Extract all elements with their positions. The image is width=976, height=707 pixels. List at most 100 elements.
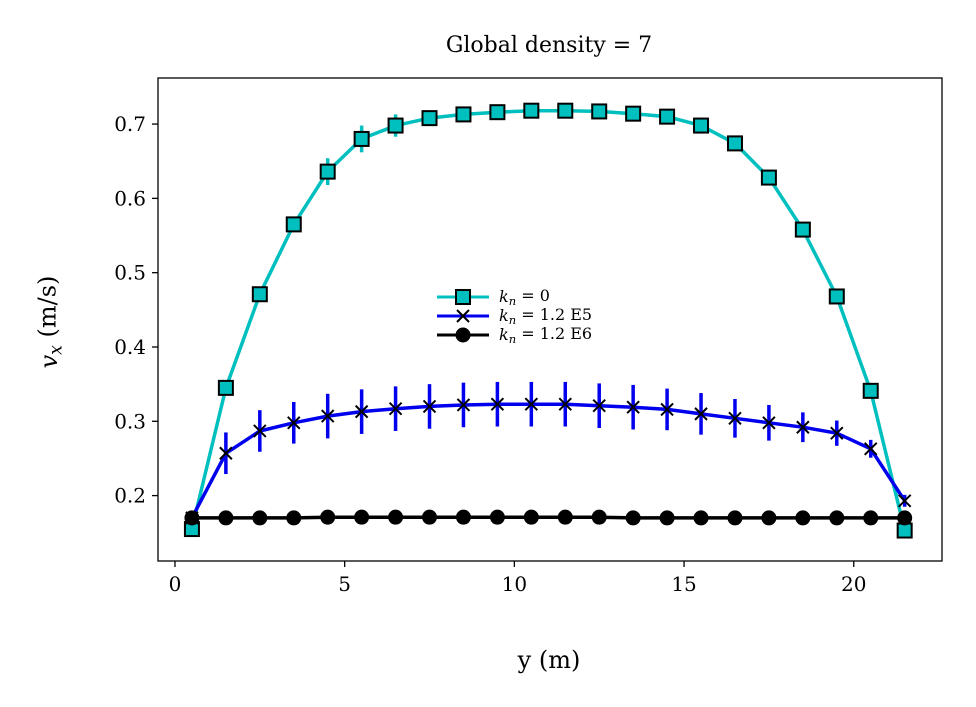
data-point (218, 510, 234, 526)
data-point (726, 135, 743, 152)
x-tick-label: 15 (671, 572, 696, 596)
data-point (625, 510, 641, 526)
data-point (863, 510, 879, 526)
data-point (286, 510, 302, 526)
data-point (219, 446, 233, 460)
data-point (727, 510, 743, 526)
y-tick-label: 0.2 (114, 484, 146, 508)
data-point (828, 288, 845, 305)
data-point (320, 409, 335, 423)
marker-stroke (864, 442, 878, 456)
data-point (422, 509, 438, 525)
data-point (761, 510, 777, 526)
data-point (591, 103, 608, 120)
series-0 (183, 102, 913, 539)
marker-stroke (287, 416, 301, 430)
legend-marker (455, 289, 471, 305)
data-point (354, 404, 369, 419)
data-point (625, 105, 642, 122)
data-point (524, 397, 539, 411)
data-point (523, 102, 540, 119)
marker-stroke (830, 426, 844, 440)
marker-stroke (558, 397, 572, 411)
data-point (353, 130, 370, 147)
marker-stroke (796, 420, 810, 434)
x-tick-label: 0 (169, 572, 182, 596)
legend-marker (456, 309, 470, 323)
marker-stroke (320, 409, 335, 423)
data-point (421, 110, 438, 127)
series-line (190, 402, 907, 519)
marker-stroke (490, 397, 505, 411)
data-point (693, 510, 709, 526)
data-point (354, 509, 370, 525)
data-point (320, 509, 336, 525)
legend-item: kn = 1.2 E6 (437, 324, 592, 346)
x-axis-label: y (m) (517, 646, 581, 674)
data-point (217, 379, 234, 396)
data-point (285, 216, 302, 233)
x-axis: 0 5 10 15 20 (169, 561, 866, 596)
data-point (728, 411, 742, 426)
marker-stroke (592, 398, 606, 413)
data-point (455, 509, 471, 525)
marker-stroke (253, 424, 267, 438)
series-1 (185, 381, 912, 525)
data-point (897, 494, 912, 508)
chart-title: Global density = 7 (446, 33, 652, 58)
data-point (830, 426, 844, 440)
data-point (864, 442, 878, 456)
data-point (897, 510, 913, 526)
data-point (456, 398, 471, 412)
data-point (795, 510, 811, 526)
data-point (422, 399, 437, 414)
legend-label: kn = 1.2 E6 (499, 324, 592, 346)
marker-stroke (456, 398, 471, 412)
y-tick-label: 0.4 (114, 335, 146, 359)
data-point (489, 509, 505, 525)
y-tick-label: 0.7 (114, 112, 146, 136)
series-line (190, 108, 907, 531)
data-point (184, 510, 200, 526)
data-point (659, 108, 676, 125)
series-line (191, 515, 905, 520)
data-point (489, 104, 506, 121)
data-point (388, 401, 403, 416)
data-point (592, 398, 606, 413)
legend-item: kn = 0 (437, 286, 550, 308)
data-point (523, 509, 539, 525)
y-tick-label: 0.6 (114, 186, 146, 210)
marker-stroke (422, 399, 437, 414)
y-tick-label: 0.5 (114, 261, 146, 285)
marker-stroke (694, 407, 708, 421)
series-layer (183, 102, 913, 539)
data-point (660, 402, 674, 417)
x-tick-label: 20 (841, 572, 866, 596)
data-point (796, 420, 810, 434)
legend-label: kn = 0 (499, 286, 550, 308)
data-point (862, 382, 879, 399)
x-tick-label: 5 (338, 572, 351, 596)
y-tick-label: 0.3 (114, 409, 146, 433)
marker-stroke (388, 401, 403, 416)
y-axis: 0.2 0.3 0.4 0.5 0.6 0.7 (114, 112, 158, 508)
y-axis-label: vx (m/s) (33, 276, 66, 369)
data-point (829, 510, 845, 526)
marker-stroke (524, 397, 539, 411)
data-point (455, 106, 472, 123)
marker-stroke (897, 494, 912, 508)
data-point (760, 169, 777, 186)
data-point (387, 117, 404, 134)
data-point (896, 522, 913, 539)
data-point (693, 117, 710, 134)
data-point (557, 102, 574, 119)
data-point (388, 509, 404, 525)
x-tick-label: 10 (502, 572, 527, 596)
data-point (558, 397, 572, 411)
data-point (591, 509, 607, 525)
plot-frame (157, 77, 943, 562)
data-point (557, 509, 573, 525)
marker-stroke (660, 402, 674, 417)
